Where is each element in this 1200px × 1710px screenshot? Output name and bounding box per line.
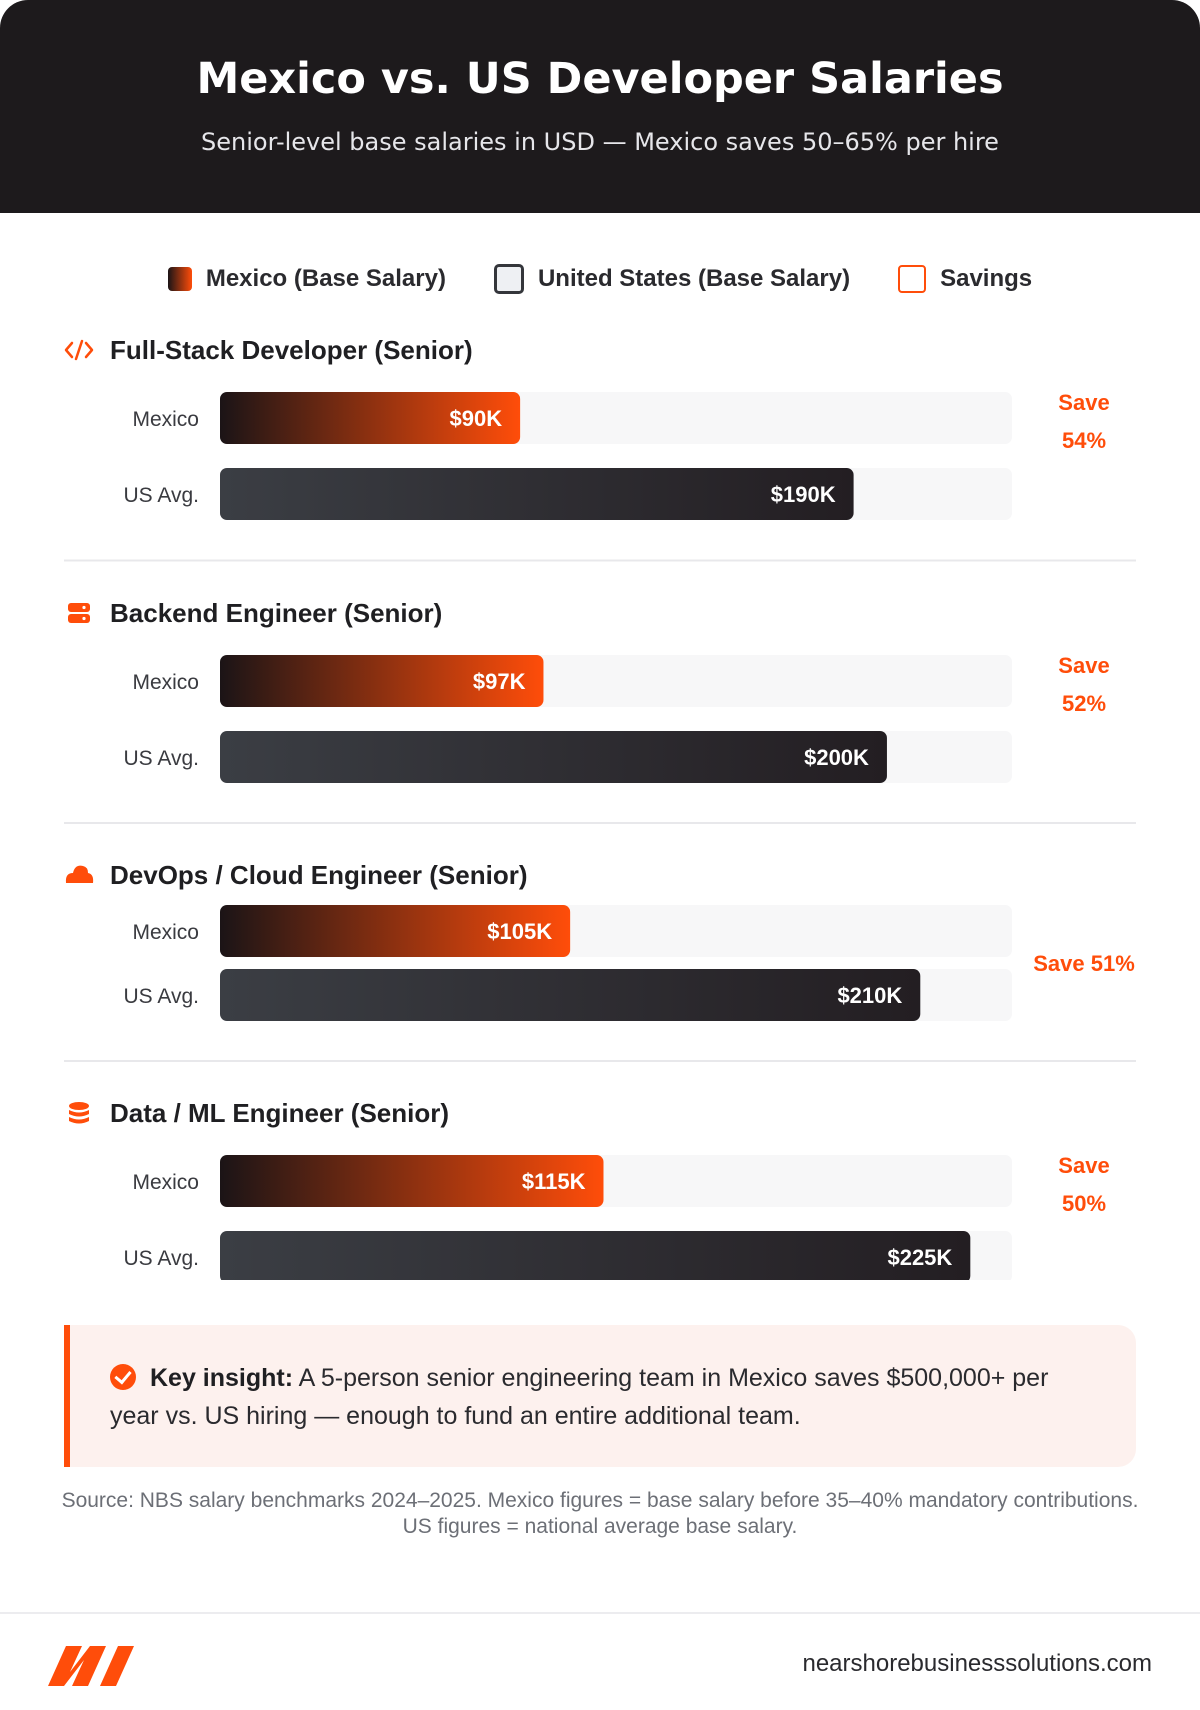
- page-subtitle: Senior-level base salaries in USD — Mexi…: [201, 128, 999, 156]
- mexico-bar: [220, 1155, 604, 1207]
- code-icon-slash: [74, 339, 84, 361]
- row-label-us: US Avg.: [124, 484, 200, 507]
- key-insight-box: Key insight: A 5-person senior engineeri…: [64, 1325, 1136, 1467]
- row-label-mexico: Mexico: [132, 408, 199, 431]
- us-swatch-icon: [493, 264, 524, 294]
- server-icon-bottom: [68, 614, 90, 623]
- us-bar: [220, 969, 921, 1021]
- insight-text: A 5-person senior engineering team in Me…: [110, 1364, 1049, 1430]
- savings-percent: 54%: [1062, 428, 1106, 453]
- mexico-bar: [220, 655, 544, 707]
- server-icon-top: [68, 603, 90, 612]
- site-url: nearshorebusinesssolutions.com: [802, 1650, 1152, 1677]
- savings-label: Save 51%: [1033, 951, 1135, 976]
- check-circle-icon: [110, 1364, 136, 1390]
- row-label-mexico: Mexico: [132, 1171, 199, 1194]
- mexico-value-label: $105K: [487, 919, 552, 944]
- chart-legend: Mexico (Base Salary) United States (Base…: [0, 262, 1200, 296]
- us-value-label: $225K: [887, 1245, 952, 1270]
- legend-item-mexico: Mexico (Base Salary): [167, 265, 446, 293]
- cloud-icon-shape: [65, 865, 94, 883]
- server-icon-led-bottom: [82, 616, 86, 621]
- mexico-swatch-icon: [167, 267, 192, 291]
- group-title: Backend Engineer (Senior): [110, 598, 442, 628]
- legend-label-mexico: Mexico (Base Salary): [205, 265, 446, 292]
- code-icon-right: [84, 341, 94, 359]
- savings-label: Save: [1058, 390, 1109, 415]
- savings-percent: 52%: [1062, 691, 1106, 716]
- row-label-us: US Avg.: [124, 747, 200, 770]
- mexico-value-label: $97K: [473, 669, 526, 694]
- us-bar: [220, 468, 854, 520]
- us-value-label: $190K: [771, 482, 836, 507]
- mexico-bar: [220, 905, 571, 957]
- insight-lead: Key insight:: [150, 1364, 294, 1392]
- row-label-mexico: Mexico: [132, 921, 199, 944]
- header: Mexico vs. US Developer Salaries Senior-…: [0, 0, 1200, 213]
- us-value-label: $200K: [804, 745, 869, 770]
- mexico-value-label: $90K: [450, 406, 503, 431]
- row-label-us: US Avg.: [124, 985, 200, 1008]
- database-icon-bottom: [69, 1117, 89, 1124]
- group-title: DevOps / Cloud Engineer (Senior): [110, 860, 528, 890]
- salary-bar-chart: Full-Stack Developer (Senior) Mexico US Av…: [64, 335, 1136, 1280]
- database-icon-top: [69, 1102, 89, 1110]
- page-title: Mexico vs. US Developer Salaries: [196, 54, 1004, 104]
- savings-percent: 50%: [1062, 1191, 1106, 1216]
- legend-label-us: United States (Base Salary): [537, 265, 851, 292]
- savings-swatch-icon: [898, 265, 927, 293]
- mexico-bar: [220, 392, 521, 444]
- nbs-logo-icon: [48, 1646, 134, 1686]
- legend-item-us: United States (Base Salary): [493, 264, 851, 294]
- legend-item-savings: Savings: [898, 265, 1032, 293]
- row-label-us: US Avg.: [124, 1247, 200, 1270]
- legend-label-savings: Savings: [940, 265, 1033, 292]
- us-bar: [220, 1231, 971, 1280]
- footer: nearshorebusinesssolutions.com: [0, 1612, 1200, 1710]
- code-icon-left: [64, 341, 74, 359]
- row-label-mexico: Mexico: [132, 671, 199, 694]
- server-icon-led-top: [82, 605, 86, 610]
- source-note: Source: NBS salary benchmarks 2024–2025.…: [61, 1489, 1139, 1538]
- database-icon-mid: [69, 1110, 89, 1117]
- us-value-label: $210K: [837, 983, 902, 1008]
- savings-label: Save: [1058, 653, 1109, 678]
- group-title: Data / ML Engineer (Senior): [110, 1098, 449, 1128]
- us-bar: [220, 731, 887, 783]
- group-title: Full-Stack Developer (Senior): [110, 335, 473, 365]
- mexico-value-label: $115K: [522, 1169, 586, 1194]
- savings-label: Save: [1058, 1153, 1109, 1178]
